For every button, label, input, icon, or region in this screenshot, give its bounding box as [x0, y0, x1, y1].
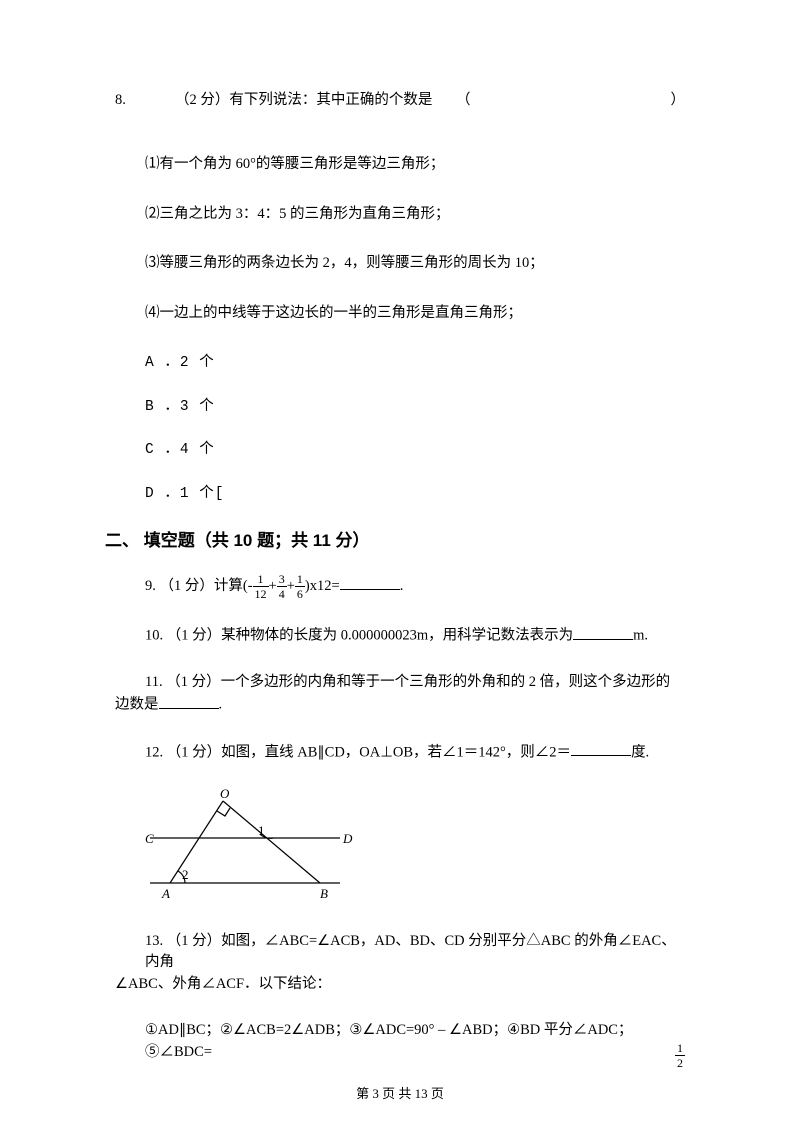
q13-line2: ∠ABC、外角∠ACF．以下结论： — [115, 974, 685, 996]
q9-number: 9. — [145, 578, 156, 594]
q9-frac2: 34 — [277, 573, 287, 600]
q12: 12. （1 分）如图，直线 AB∥CD，OA⊥OB，若∠1＝142°，则∠2＝… — [115, 741, 685, 764]
fig-label-o: O — [220, 788, 230, 801]
q9-post: )x12= — [305, 578, 340, 594]
q11-line1: 11. （1 分）一个多边形的内角和等于一个三角形的外角和的 2 倍，则这个多边… — [115, 672, 685, 694]
q13-f-num: 1 — [675, 1042, 685, 1056]
q9-frac1: 112 — [253, 573, 269, 600]
q8-option-b: B ．3 个 — [115, 397, 685, 419]
q9-f1-den: 12 — [253, 587, 269, 600]
q12-blank — [571, 741, 631, 757]
q8-stmt-3: ⑶等腰三角形的两条边长为 2，4，则等腰三角形的周长为 10； — [115, 253, 685, 275]
q11-line2-pre: 边数是 — [115, 697, 159, 713]
q13-line1: 13. （1 分）如图，∠ABC=∠ACB，AD、BD、CD 分别平分△ABC … — [115, 931, 685, 975]
q12-figure: O C D A B 1 2 — [145, 788, 685, 911]
q10-text: 10. （1 分）某种物体的长度为 0.000000023m，用科学记数法表示为 — [145, 628, 573, 644]
q9-plus2: + — [287, 578, 295, 594]
fig-label-c: C — [145, 831, 154, 846]
q9-plus1: + — [269, 578, 277, 594]
q13-f-den: 2 — [675, 1056, 685, 1069]
q9-f1-num: 1 — [253, 573, 269, 587]
q9-points: （1 分） — [160, 578, 214, 594]
q12-end: 度. — [631, 744, 649, 760]
q8-stem-text: 有下列说法：其中正确的个数是 — [229, 92, 432, 108]
q8-option-d: D ．1 个[ — [115, 484, 685, 506]
q10: 10. （1 分）某种物体的长度为 0.000000023m，用科学记数法表示为… — [115, 624, 685, 647]
fig-label-2: 2 — [182, 867, 189, 882]
q9-f2-num: 3 — [277, 573, 287, 587]
q8-stem: （2 分）有下列说法：其中正确的个数是 （ ） — [175, 90, 685, 112]
q9-blank — [340, 575, 400, 591]
fig-label-1: 1 — [258, 823, 265, 838]
q11-line2: 边数是. — [115, 693, 685, 716]
q8-stmt-2: ⑵三角之比为 3：4：5 的三角形为直角三角形； — [115, 204, 685, 226]
q13-conclusions: ①AD∥BC；②∠ACB=2∠ADB；③∠ADC=90° – ∠ABD；④BD … — [115, 1020, 685, 1064]
q11-blank — [159, 693, 219, 709]
q9: 9. （1 分）计算(-112+34+16)x12=. — [115, 573, 685, 600]
q13-concl-pre: ①AD∥BC；②∠ACB=2∠ADB；③∠ADC=90° – ∠ABD；④BD … — [145, 1022, 632, 1060]
page-footer: 第 3 页 共 13 页 — [0, 1083, 800, 1102]
q12-text: 12. （1 分）如图，直线 AB∥CD，OA⊥OB，若∠1＝142°，则∠2＝ — [145, 744, 571, 760]
q11: 11. （1 分）一个多边形的内角和等于一个三角形的外角和的 2 倍，则这个多边… — [115, 672, 685, 717]
q9-f2-den: 4 — [277, 587, 287, 600]
q8-option-c: C ．4 个 — [115, 440, 685, 462]
q8-lparen: （ — [456, 92, 471, 108]
q8-rparen: ） — [671, 90, 686, 112]
q9-end: . — [400, 578, 404, 594]
q9-f3-num: 1 — [295, 573, 305, 587]
q8-option-a: A ．2 个 — [115, 353, 685, 375]
q9-pre: 计算(- — [214, 578, 253, 594]
q13-frac: 12 — [675, 1042, 685, 1069]
q9-frac3: 16 — [295, 573, 305, 600]
q11-end: . — [219, 697, 223, 713]
q8-stmt-4: ⑷一边上的中线等于这边长的一半的三角形是直角三角形； — [115, 303, 685, 325]
q9-f3-den: 6 — [295, 587, 305, 600]
q10-blank — [573, 624, 633, 640]
q13: 13. （1 分）如图，∠ABC=∠ACB，AD、BD、CD 分别平分△ABC … — [115, 931, 685, 996]
fig-label-d: D — [342, 831, 353, 846]
q10-unit: m. — [633, 628, 648, 644]
q8-stmt-1: ⑴有一个角为 60°的等腰三角形是等边三角形； — [115, 154, 685, 176]
q8-number: 8. — [115, 90, 175, 112]
q8-points: （2 分） — [175, 92, 229, 108]
fig-label-b: B — [320, 886, 328, 901]
fig-label-a: A — [161, 886, 170, 901]
section-2-title: 二、 填空题（共 10 题；共 11 分） — [105, 528, 685, 554]
